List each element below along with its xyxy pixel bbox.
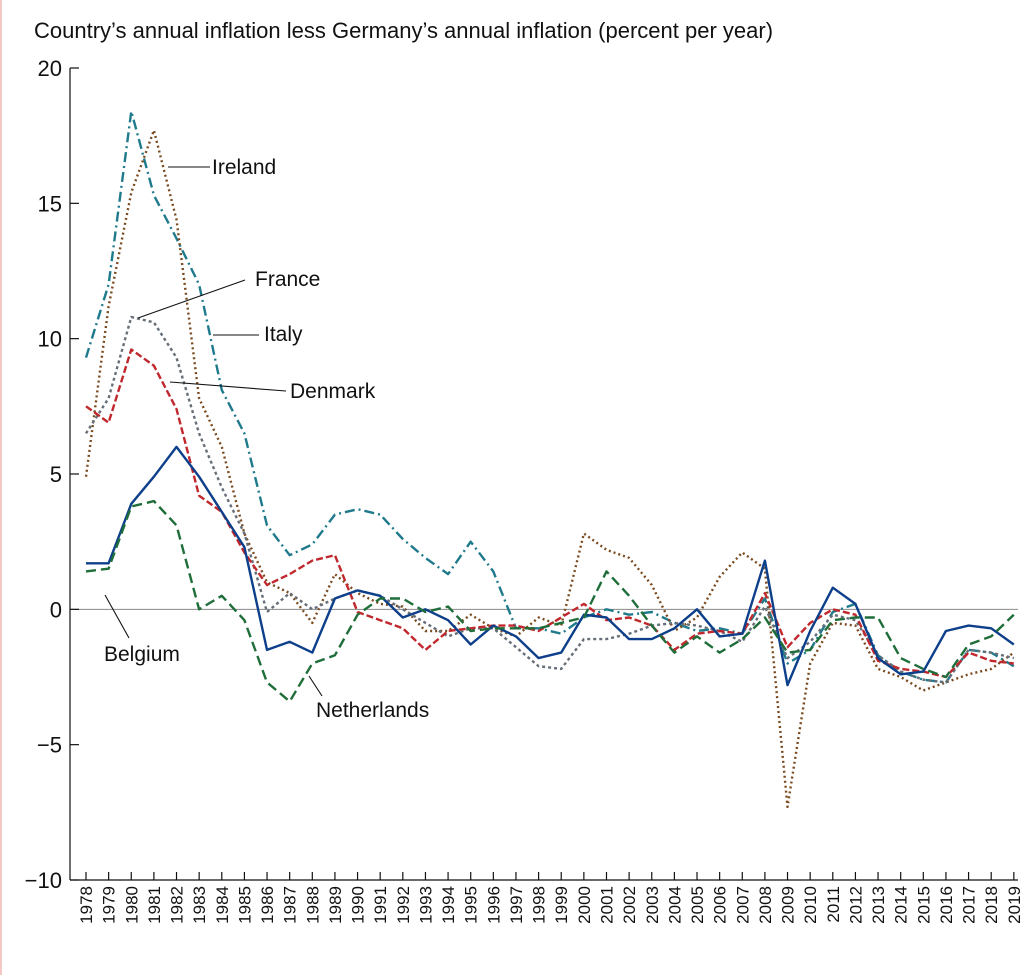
x-tick-label: 1990 xyxy=(349,886,368,924)
series-line-france xyxy=(84,315,1015,684)
y-tick-label: 0 xyxy=(50,597,62,622)
x-tick-label: 2018 xyxy=(982,886,1001,924)
series-label-netherlands: Netherlands xyxy=(316,699,429,722)
x-tick-label: 1980 xyxy=(122,886,141,924)
x-tick-label: 1998 xyxy=(530,886,549,924)
x-tick-label: 2002 xyxy=(620,886,639,924)
leader-line-france xyxy=(137,279,246,319)
x-tick-label: 1982 xyxy=(168,886,187,924)
x-tick-label: 1987 xyxy=(281,886,300,924)
x-tick-label: 1997 xyxy=(507,886,526,924)
x-tick-label: 2003 xyxy=(643,886,662,924)
y-tick-label: −10 xyxy=(25,868,62,893)
x-tick-label: 2014 xyxy=(892,886,911,924)
series-line-denmark xyxy=(85,348,1014,679)
x-tick-label: 2008 xyxy=(756,886,775,924)
x-tick-label: 1993 xyxy=(416,886,435,924)
x-tick-label: 1994 xyxy=(439,886,458,924)
y-tick-label: 20 xyxy=(38,56,62,81)
x-tick-label: 2001 xyxy=(597,886,616,924)
x-tick-label: 1996 xyxy=(484,886,503,924)
x-tick-label: 1978 xyxy=(77,886,96,924)
series-line-netherlands xyxy=(85,499,1015,703)
x-tick-label: 1981 xyxy=(145,886,164,924)
series-label-belgium: Belgium xyxy=(104,643,180,666)
x-tick-label: 1991 xyxy=(371,886,390,924)
x-tick-label: 1999 xyxy=(552,886,571,924)
series-line-italy xyxy=(84,110,1015,684)
chart-title: Country’s annual inflation less Germany’… xyxy=(34,18,773,43)
series-label-france: France xyxy=(255,268,320,291)
x-tick-label: 1995 xyxy=(462,886,481,924)
x-tick-label: 1992 xyxy=(394,886,413,924)
series-label-ireland: Ireland xyxy=(212,156,276,179)
left-border-rule xyxy=(0,0,2,975)
x-tick-label: 2017 xyxy=(960,886,979,924)
x-tick-label: 2012 xyxy=(846,886,865,924)
x-tick-label: 2000 xyxy=(575,886,594,924)
label-layer: Ireland France Italy Denmark Belgium Netherla… xyxy=(104,156,429,722)
x-tick-label: 1985 xyxy=(235,886,254,924)
x-tick-label: 2004 xyxy=(665,886,684,924)
y-tick-label: 10 xyxy=(38,327,62,352)
series-label-denmark: Denmark xyxy=(290,380,376,403)
x-tick-label: 2015 xyxy=(914,886,933,924)
series-line-ireland xyxy=(84,129,1015,809)
x-tick-label: 1989 xyxy=(326,886,345,924)
x-tick-label: 2005 xyxy=(688,886,707,924)
x-tick-label: 2019 xyxy=(1005,886,1020,924)
x-tick-label: 1983 xyxy=(190,886,209,924)
y-tick-label: 5 xyxy=(50,462,62,487)
y-tick-label: 15 xyxy=(38,191,62,216)
y-tick-label: −5 xyxy=(37,733,62,758)
leader-line-belgium xyxy=(104,594,130,639)
x-tick-label: 1988 xyxy=(303,886,322,924)
x-tick-label: 2016 xyxy=(937,886,956,924)
leader-line-denmark xyxy=(169,381,287,392)
series-label-italy: Italy xyxy=(264,323,303,346)
x-tick-label: 1979 xyxy=(100,886,119,924)
x-tick-label: 2006 xyxy=(711,886,730,924)
x-tick-label: 2013 xyxy=(869,886,888,924)
x-tick-label: 2007 xyxy=(733,886,752,924)
series-line-belgium xyxy=(86,445,1015,687)
x-tick-label: 1986 xyxy=(258,886,277,924)
x-tick-label: 2009 xyxy=(779,886,798,924)
series-layer xyxy=(84,110,1015,809)
x-tick-label: 2011 xyxy=(824,886,843,923)
leader-line-netherlands xyxy=(308,675,323,697)
x-tick-label: 2010 xyxy=(801,886,820,924)
x-tick-label: 1984 xyxy=(213,886,232,924)
